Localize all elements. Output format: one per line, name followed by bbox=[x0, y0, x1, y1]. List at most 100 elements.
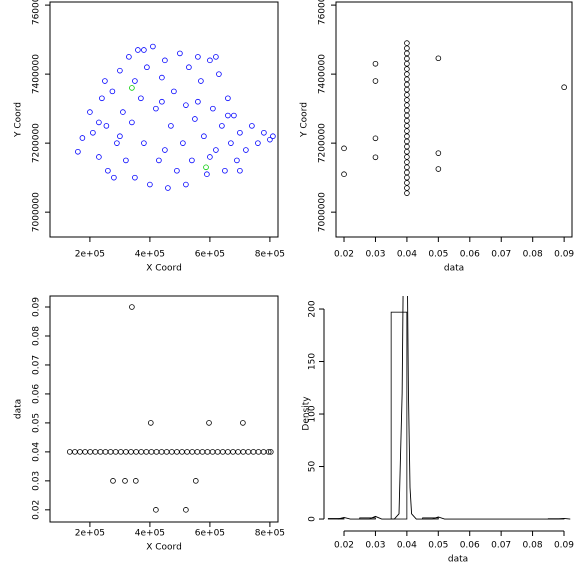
plot-box bbox=[49, 295, 279, 523]
point bbox=[404, 138, 410, 145]
point bbox=[203, 164, 209, 171]
point bbox=[214, 449, 221, 455]
point bbox=[153, 507, 159, 513]
point bbox=[201, 133, 207, 140]
point bbox=[228, 140, 234, 146]
point bbox=[123, 157, 129, 164]
point bbox=[404, 128, 410, 134]
point bbox=[117, 67, 123, 74]
point bbox=[110, 478, 116, 484]
y-tick-label: 0.03 bbox=[32, 471, 42, 491]
x-tick-label: 8e+05 bbox=[255, 529, 285, 539]
point bbox=[216, 71, 222, 77]
point bbox=[404, 154, 410, 160]
point bbox=[133, 449, 139, 455]
point bbox=[404, 50, 410, 57]
point bbox=[243, 147, 249, 153]
point bbox=[92, 449, 99, 455]
point bbox=[435, 150, 442, 156]
panel: 0.02 0.03 0.04 0.05 0.06 0.07 0.08 0.09 data 7000… bbox=[300, 0, 575, 274]
point bbox=[183, 507, 189, 513]
point bbox=[144, 64, 150, 71]
point bbox=[67, 449, 73, 455]
point bbox=[404, 133, 410, 140]
point bbox=[206, 420, 212, 426]
point bbox=[148, 420, 154, 426]
y-axis-label: Y Coord bbox=[14, 102, 24, 138]
y-tick-label: 7400000 bbox=[318, 54, 328, 94]
x-axis-label: data bbox=[444, 264, 464, 274]
point bbox=[245, 449, 252, 455]
point bbox=[120, 109, 126, 115]
point bbox=[404, 45, 410, 52]
point bbox=[404, 180, 410, 186]
point bbox=[404, 164, 410, 171]
point bbox=[132, 174, 138, 181]
x-tick-label: 0.05 bbox=[428, 250, 448, 260]
point bbox=[404, 97, 410, 103]
panel: 0.02 0.03 0.04 0.05 0.06 0.07 0.08 0.09 data 0 50 1… bbox=[302, 296, 574, 565]
x-axis-label: X Coord bbox=[146, 543, 182, 553]
y-tick-label: 0.04 bbox=[32, 442, 42, 462]
point bbox=[193, 478, 199, 484]
point bbox=[179, 449, 185, 455]
point bbox=[180, 140, 186, 146]
point bbox=[79, 135, 86, 141]
point bbox=[267, 136, 273, 143]
x-tick-label: 2e+05 bbox=[75, 250, 105, 260]
point bbox=[138, 95, 144, 102]
y-axis-label: Y Coord bbox=[300, 102, 310, 138]
point bbox=[118, 449, 124, 455]
point bbox=[132, 78, 138, 84]
x-tick-label: 0.09 bbox=[554, 541, 574, 551]
point bbox=[404, 71, 410, 77]
point bbox=[404, 76, 410, 83]
point bbox=[96, 154, 102, 160]
x-tick-label: 6e+05 bbox=[195, 529, 225, 539]
point bbox=[404, 117, 410, 124]
point bbox=[372, 135, 379, 142]
x-tick-label: 0.09 bbox=[554, 250, 574, 260]
point bbox=[138, 449, 145, 455]
panel: 2e+05 4e+05 6e+05 8e+05 X Coord 0.02 0.03 0.04 0… bbox=[14, 295, 285, 553]
panel: 2e+05 4e+05 6e+05 8e+05 X Coord 7000000 720000… bbox=[14, 0, 286, 274]
point bbox=[404, 169, 410, 176]
point bbox=[404, 174, 410, 181]
point bbox=[183, 181, 189, 188]
point bbox=[213, 147, 219, 153]
point bbox=[168, 123, 174, 129]
point bbox=[129, 304, 135, 310]
point bbox=[192, 116, 198, 122]
point bbox=[404, 148, 410, 155]
y-tick-label: 7600000 bbox=[318, 0, 328, 25]
point bbox=[270, 133, 276, 140]
point bbox=[341, 171, 347, 177]
point bbox=[209, 449, 216, 455]
y-tick-label: 0.09 bbox=[32, 297, 42, 317]
x-tick-label: 0.08 bbox=[523, 250, 543, 260]
x-tick-label: 0.07 bbox=[491, 541, 511, 551]
y-tick-label: 7200000 bbox=[318, 123, 328, 163]
point bbox=[107, 449, 114, 455]
point bbox=[235, 449, 241, 455]
plot-box bbox=[335, 1, 573, 238]
y-axis-label: data bbox=[14, 399, 24, 419]
point bbox=[204, 449, 211, 455]
point bbox=[165, 185, 171, 191]
point bbox=[404, 86, 410, 93]
point bbox=[561, 84, 567, 91]
point bbox=[174, 167, 180, 174]
point bbox=[150, 43, 156, 50]
point bbox=[207, 154, 213, 160]
x-axis-label: data bbox=[448, 555, 468, 565]
point bbox=[210, 105, 216, 112]
x-tick-label: 0.04 bbox=[397, 541, 417, 551]
y-tick-label: 7000000 bbox=[318, 192, 328, 232]
point bbox=[133, 478, 139, 484]
point bbox=[99, 95, 105, 102]
point bbox=[404, 92, 410, 98]
x-tick-label: 6e+05 bbox=[195, 250, 225, 260]
point bbox=[159, 74, 165, 81]
x-axis-label: X Coord bbox=[146, 264, 182, 274]
